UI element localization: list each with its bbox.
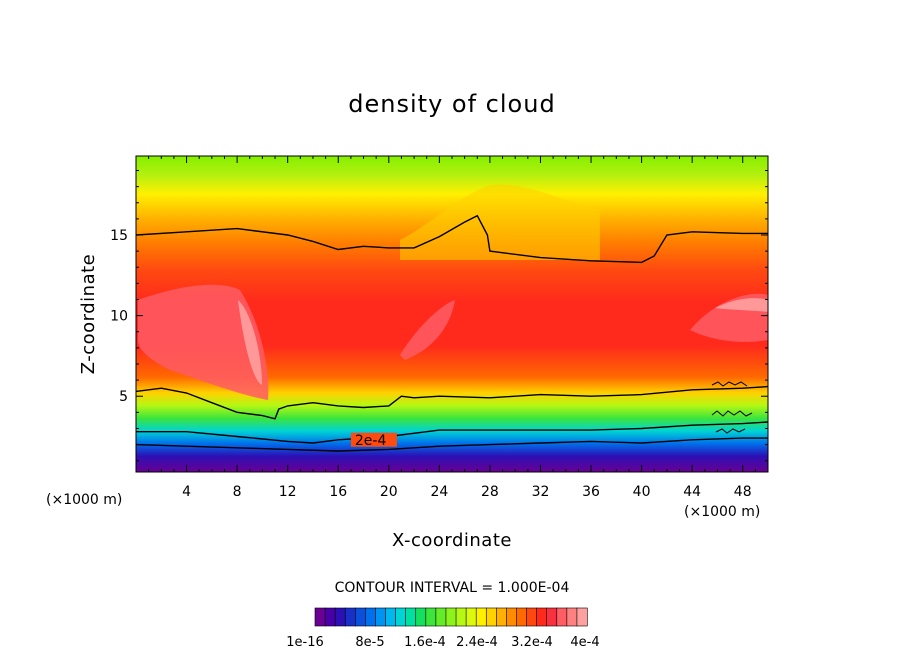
colorbar-swatch <box>324 607 336 627</box>
colorbar-swatch <box>465 607 477 627</box>
x-unit-right: (×1000 m) <box>684 504 760 520</box>
colorbar-swatch <box>334 607 346 627</box>
colorbar-swatch <box>455 607 467 627</box>
x-axis-label: X-coordinate <box>392 530 512 551</box>
contour-line-3 <box>136 437 768 452</box>
x-tick-label: 28 <box>481 484 499 500</box>
colorbar-tick-label: 1.6e-4 <box>404 635 446 650</box>
y-tick-label: 15 <box>110 228 128 244</box>
y-axis-label: Z-coordinate <box>78 254 99 375</box>
colorbar-swatch <box>344 607 356 627</box>
x-tick-label: 20 <box>380 484 398 500</box>
contour-line-2 <box>136 421 768 444</box>
colorbar-swatch <box>395 607 407 627</box>
colorbar-swatch <box>556 607 568 627</box>
colorbar-swatch <box>445 607 457 627</box>
noise-contours <box>711 381 753 434</box>
colorbar-swatch <box>314 607 326 627</box>
chart-title: density of cloud <box>348 90 555 118</box>
hot-core-west <box>138 284 269 400</box>
colorbar-labels: 1e-16 8e-5 1.6e-4 2.4e-4 3.2e-4 4e-4 <box>286 635 599 650</box>
x-tick-label: 48 <box>734 484 752 500</box>
contour-line-0 <box>136 214 768 264</box>
hot-core-east-peak <box>715 298 768 312</box>
colorbar-swatch <box>536 607 548 627</box>
x-tick-label: 16 <box>329 484 347 500</box>
colorbar-swatch <box>385 607 397 627</box>
upper-bulge-region <box>400 184 600 260</box>
y-axis: 5 10 15 <box>110 170 768 462</box>
colorbar-swatch <box>496 607 508 627</box>
x-tick-label: 24 <box>430 484 448 500</box>
x-tick-label: 40 <box>633 484 651 500</box>
contour-label-bg <box>350 432 397 447</box>
colorbar-swatch <box>566 607 578 627</box>
contour-interval-text: CONTOUR INTERVAL = 1.000E-04 <box>335 580 570 596</box>
colorbar-swatch <box>546 607 558 627</box>
colorbar-tick-label: 4e-4 <box>570 635 599 650</box>
contour-line-1 <box>136 385 768 420</box>
x-tick-label: 12 <box>279 484 297 500</box>
contour-lines <box>136 214 768 452</box>
x-tick-label: 36 <box>582 484 600 500</box>
colorbar-swatch <box>435 607 447 627</box>
colorbar-swatch <box>365 607 377 627</box>
colorbar-swatch <box>485 607 497 627</box>
hot-core-west-peak <box>238 300 262 385</box>
colorbar-swatch <box>354 607 366 627</box>
colorbar-swatch <box>475 607 487 627</box>
x-tick-label: 44 <box>683 484 701 500</box>
colorbar-tick-label: 1e-16 <box>286 635 324 650</box>
colorbar-swatch <box>405 607 417 627</box>
contour-label: 2e-4 <box>355 433 387 449</box>
colorbar-swatch <box>506 607 518 627</box>
colorbar-swatch <box>516 607 528 627</box>
x-tick-label: 4 <box>182 484 191 500</box>
hot-core-mid <box>400 300 455 360</box>
x-tick-label: 32 <box>532 484 550 500</box>
colorbar-tick-label: 3.2e-4 <box>511 635 553 650</box>
colorbar <box>314 607 588 627</box>
x-tick-label: 8 <box>233 484 242 500</box>
y-tick-label: 10 <box>110 309 128 325</box>
x-unit-left: (×1000 m) <box>46 492 122 508</box>
colorbar-tick-label: 8e-5 <box>355 635 384 650</box>
colorbar-swatch <box>526 607 538 627</box>
colorbar-swatch <box>375 607 387 627</box>
colorbar-swatch <box>425 607 437 627</box>
heatmap-field <box>136 156 768 472</box>
colorbar-tick-label: 2.4e-4 <box>456 635 498 650</box>
colorbar-swatch <box>415 607 427 627</box>
x-axis: 4 8 12 16 20 24 28 32 36 40 44 48 <box>148 156 756 500</box>
y-tick-label: 5 <box>119 389 128 405</box>
colorbar-swatch <box>576 607 588 627</box>
